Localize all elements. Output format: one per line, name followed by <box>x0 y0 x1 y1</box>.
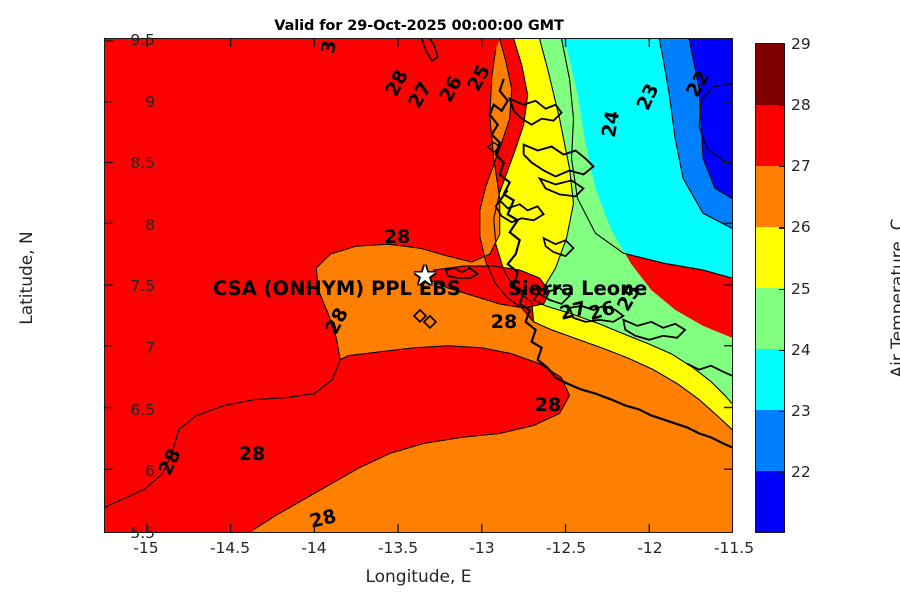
coastline-island-a <box>412 308 428 324</box>
site-label: CSA (ONHYM) PPL EBS <box>213 277 461 300</box>
coastline-inlet-g <box>568 304 625 323</box>
colorbar-tick-23: 23 <box>791 402 811 420</box>
site-star-marker[interactable]: ★ <box>412 260 438 292</box>
colorbar-tick-28: 28 <box>791 95 811 114</box>
contour-line-27-coast <box>479 39 535 323</box>
band-28-lobe-north <box>429 266 550 308</box>
colorbar-tickmark-22 <box>779 472 785 474</box>
colorbar-tickmark-26 <box>779 227 785 229</box>
contour-label-24-5: 24 <box>597 109 625 139</box>
coastline-island-b <box>422 314 438 330</box>
colorbar-title: Air Temperature, C <box>888 218 900 378</box>
colorbar-tickmark-23 <box>779 411 785 413</box>
yaxis-tick-5.5: 5.5 <box>130 523 155 542</box>
colorbar-tick-29: 29 <box>791 34 811 53</box>
coastline-inlet-c <box>537 176 585 198</box>
colorbar-tick-22: 22 <box>791 463 811 482</box>
coastline-main <box>488 78 732 449</box>
colorbar-tickmark-27 <box>779 166 785 168</box>
colorbar-band-23 <box>756 410 784 471</box>
yaxis-ticks <box>105 40 732 470</box>
band-23 <box>659 39 732 229</box>
coastline-inlet-north <box>508 97 563 126</box>
yaxis-tick-8.5: 8.5 <box>130 154 155 173</box>
contour-label-28-8: 28 <box>383 226 411 248</box>
colorbar-band-25 <box>756 288 784 349</box>
contour-line-23 <box>658 39 732 229</box>
yaxis-tick-6: 6 <box>145 462 155 481</box>
plot-area[interactable]: 3 28 27 26 25 24 23 22 28 28 28 27 26 25 28 28 28 28 CSA … <box>104 38 733 533</box>
coastline-north-fragment <box>421 39 439 63</box>
xaxis-tick--11.5: -11.5 <box>713 539 755 557</box>
colorbar-tickmark-28 <box>779 104 785 107</box>
temperature-contour-svg <box>105 39 732 532</box>
country-label: Sierra Leone <box>508 277 648 300</box>
contour-line-24 <box>561 39 732 279</box>
xaxis-tick--14.5: -14.5 <box>209 539 251 557</box>
contour-label-28-15: 28 <box>238 443 266 465</box>
contour-line-28-lobe-s <box>254 345 571 530</box>
coastline-island-e <box>486 141 501 154</box>
colorbar-tick-24: 24 <box>791 340 811 359</box>
coastline-island-d <box>444 267 480 279</box>
contour-line-22-inner <box>698 83 732 165</box>
contour-label-28-10: 28 <box>490 311 518 333</box>
contour-label-28-14: 28 <box>534 394 562 416</box>
coastline-inlet-d <box>494 189 545 224</box>
xaxis-tick--12: -12 <box>637 539 663 557</box>
coastline-inlet-b <box>522 143 595 178</box>
yaxis-tick-9: 9 <box>145 92 155 111</box>
contour-line-28-west <box>105 48 501 508</box>
page-title: Valid for 29-Oct-2025 00:00:00 GMT <box>274 18 564 34</box>
colorbar-tickmark-25 <box>779 288 785 290</box>
colorbar-tick-27: 27 <box>791 157 811 175</box>
colorbar-band-27 <box>756 166 784 227</box>
coastline-inlet-e <box>542 236 575 258</box>
yaxis-tick-7: 7 <box>145 339 155 357</box>
yaxis-tick-9.5: 9.5 <box>130 31 155 49</box>
xaxis-tick--13: -13 <box>469 539 495 557</box>
colorbar-band-24 <box>756 349 784 410</box>
colorbar-tickmark-24 <box>779 349 785 352</box>
colorbar-band-28 <box>756 105 784 166</box>
xaxis-title: Longitude, E <box>365 567 472 587</box>
yaxis-title: Latitude, N <box>17 231 37 325</box>
colorbar-band-22 <box>756 471 784 532</box>
coastline-inlet-f <box>533 284 571 305</box>
yaxis-tick-7.5: 7.5 <box>130 277 155 296</box>
xaxis-tick--13.5: -13.5 <box>377 539 419 557</box>
band-25 <box>533 39 732 404</box>
coastline-inlet-h <box>622 318 687 341</box>
xaxis-ticks <box>146 39 650 532</box>
xaxis-tick--14: -14 <box>301 539 327 557</box>
colorbar-band-26 <box>756 227 784 288</box>
colorbar[interactable] <box>755 43 785 533</box>
band-26-south <box>531 301 732 430</box>
xaxis-tick--15: -15 <box>133 539 159 557</box>
colorbar-band-29 <box>756 44 784 105</box>
colorbar-tick-26: 26 <box>791 218 811 237</box>
contour-line-22 <box>688 39 732 199</box>
coastline-inlet-i <box>686 362 732 377</box>
yaxis-tick-6.5: 6.5 <box>130 400 155 419</box>
colorbar-tick-25: 25 <box>791 279 811 298</box>
xaxis-tick--12.5: -12.5 <box>545 539 587 557</box>
band-28-lobe-south <box>105 345 570 532</box>
yaxis-tick-8: 8 <box>145 215 155 234</box>
contour-line-26 <box>493 39 732 430</box>
